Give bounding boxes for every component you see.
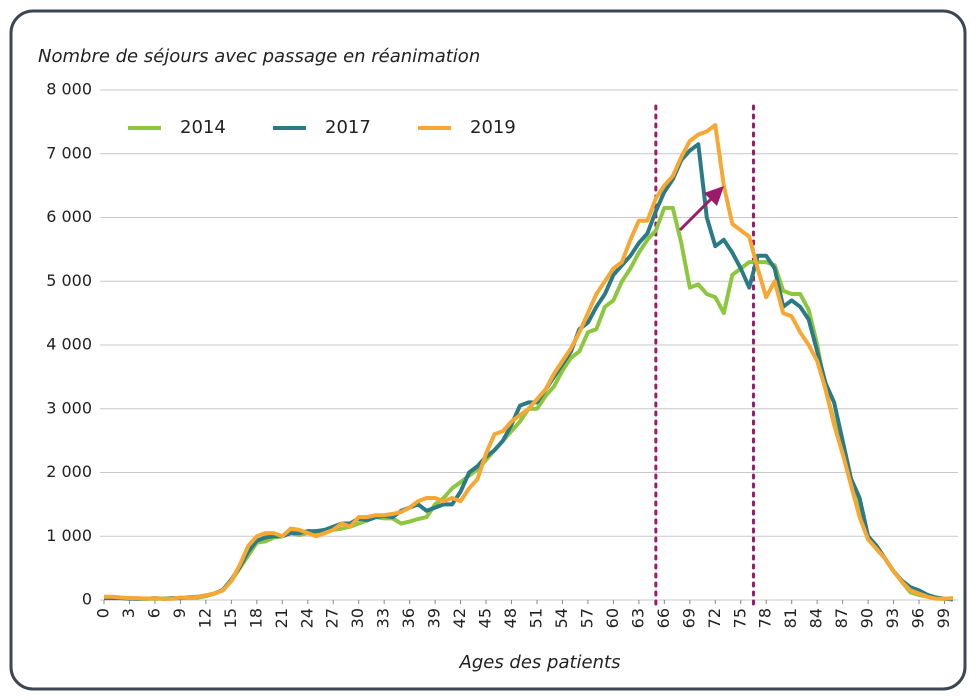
x-axis-label: Ages des patients — [459, 652, 621, 673]
y-tick-label: 5 000 — [46, 271, 92, 290]
y-tick-label: 6 000 — [46, 207, 92, 226]
y-tick-label: 3 000 — [46, 398, 92, 417]
y-tick-label: 4 000 — [46, 335, 92, 354]
x-tick-label: 84 — [807, 608, 826, 628]
x-tick-label: 48 — [501, 608, 520, 628]
x-tick-label: 93 — [883, 608, 902, 628]
x-tick-label: 69 — [679, 608, 698, 628]
series-line — [104, 123, 954, 601]
annotation-arrow — [678, 186, 724, 232]
x-tick-label: 81 — [781, 608, 800, 628]
frame — [9, 9, 967, 691]
legend-label: 2017 — [325, 117, 371, 138]
y-tick-label: 7 000 — [46, 143, 92, 162]
x-tick-label: 90 — [858, 608, 877, 628]
x-tick-label: 12 — [195, 608, 214, 628]
x-tick-label: 18 — [246, 608, 265, 628]
x-tick-label: 3 — [119, 608, 138, 618]
x-tick-label: 87 — [832, 608, 851, 628]
x-tick-label: 96 — [909, 608, 928, 628]
x-tick-label: 21 — [272, 608, 291, 628]
y-tick-label: 2 000 — [46, 462, 92, 481]
plot-area: 0 1 000 2 000 3 000 4 000 5 000 6 000 7 000 8 00… — [46, 80, 958, 628]
arrow-shaft — [678, 193, 717, 232]
x-tick-label: 45 — [476, 608, 495, 628]
legend-label: 2014 — [180, 117, 226, 138]
y-tick-label: 0 — [82, 590, 92, 609]
x-tick-label: 24 — [297, 608, 316, 628]
legend-label: 2019 — [470, 117, 516, 138]
x-tick-label: 30 — [348, 608, 367, 628]
x-tick-label: 72 — [705, 608, 724, 628]
arrow-head — [704, 186, 724, 206]
x-tick-label: 60 — [603, 608, 622, 628]
x-tick-label: 63 — [628, 608, 647, 628]
x-tick-label: 27 — [323, 608, 342, 628]
y-tick-label: 1 000 — [46, 526, 92, 545]
x-tick-label: 78 — [756, 608, 775, 628]
x-tick-label: 39 — [425, 608, 444, 628]
x-tick-label: 99 — [934, 608, 953, 628]
x-tick-label: 9 — [170, 608, 189, 618]
x-tick-label: 6 — [144, 608, 163, 618]
x-tick-label: 15 — [221, 608, 240, 628]
x-tick-label: 51 — [526, 608, 545, 628]
x-tick-label: 33 — [374, 608, 393, 628]
y-axis-label: Nombre de séjours avec passage en réanim… — [38, 46, 480, 67]
x-tick-label: 36 — [399, 608, 418, 628]
x-tick-label: 54 — [552, 608, 571, 628]
x-tick-label: 0 — [94, 608, 113, 618]
x-tick-label: 66 — [654, 608, 673, 628]
x-tick-label: 42 — [450, 608, 469, 628]
y-tick-label: 8 000 — [46, 80, 92, 99]
x-tick-label: 57 — [577, 608, 596, 628]
x-tick-label: 75 — [730, 608, 749, 628]
